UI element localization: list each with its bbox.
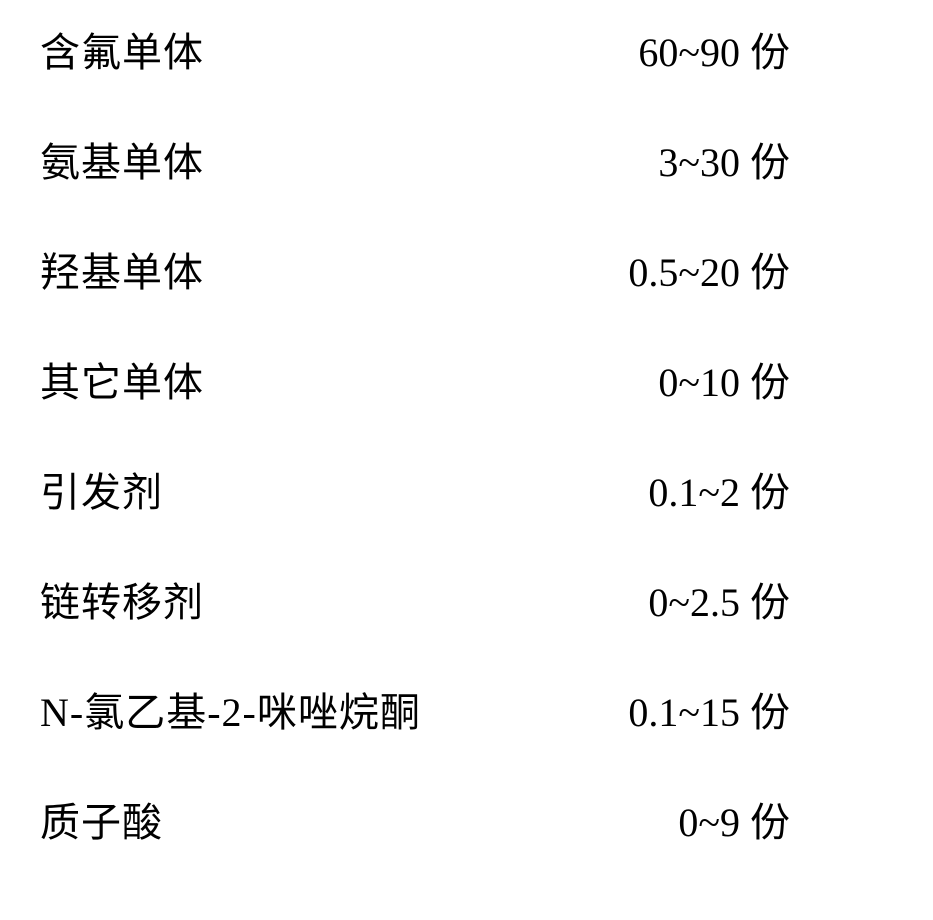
row-value: 0.5~20: [540, 249, 740, 296]
row-value: 60~90: [540, 29, 740, 76]
table-row: 引发剂 0.1~2 份: [40, 460, 893, 518]
row-label: 其它单体: [40, 350, 540, 408]
row-unit: 份: [750, 680, 790, 738]
table-row: 链转移剂 0~2.5 份: [40, 570, 893, 628]
row-label: 羟基单体: [40, 240, 540, 298]
row-label: N-氯乙基-2-咪唑烷酮: [40, 680, 540, 738]
row-value: 0~10: [540, 359, 740, 406]
row-label: 含氟单体: [40, 20, 540, 78]
row-unit: 份: [750, 570, 790, 628]
row-value: 0~9: [540, 799, 740, 846]
table-row: 其它单体 0~10 份: [40, 350, 893, 408]
row-unit: 份: [750, 460, 790, 518]
table-row: N-氯乙基-2-咪唑烷酮 0.1~15 份: [40, 680, 893, 738]
row-unit: 份: [750, 20, 790, 78]
row-value: 0.1~15: [540, 689, 740, 736]
row-unit: 份: [750, 240, 790, 298]
row-value: 0~2.5: [540, 579, 740, 626]
row-unit: 份: [750, 790, 790, 848]
row-label: 氨基单体: [40, 130, 540, 188]
table-row: 羟基单体 0.5~20 份: [40, 240, 893, 298]
row-value: 3~30: [540, 139, 740, 186]
row-label: 引发剂: [40, 460, 540, 518]
table-row: 质子酸 0~9 份: [40, 790, 893, 848]
table-row: 含氟单体 60~90 份: [40, 20, 893, 78]
row-unit: 份: [750, 350, 790, 408]
table-row: 氨基单体 3~30 份: [40, 130, 893, 188]
composition-table: 含氟单体 60~90 份 氨基单体 3~30 份 羟基单体 0.5~20 份 其…: [0, 0, 933, 920]
row-unit: 份: [750, 130, 790, 188]
row-label: 链转移剂: [40, 570, 540, 628]
row-label: 质子酸: [40, 790, 540, 848]
row-value: 0.1~2: [540, 469, 740, 516]
